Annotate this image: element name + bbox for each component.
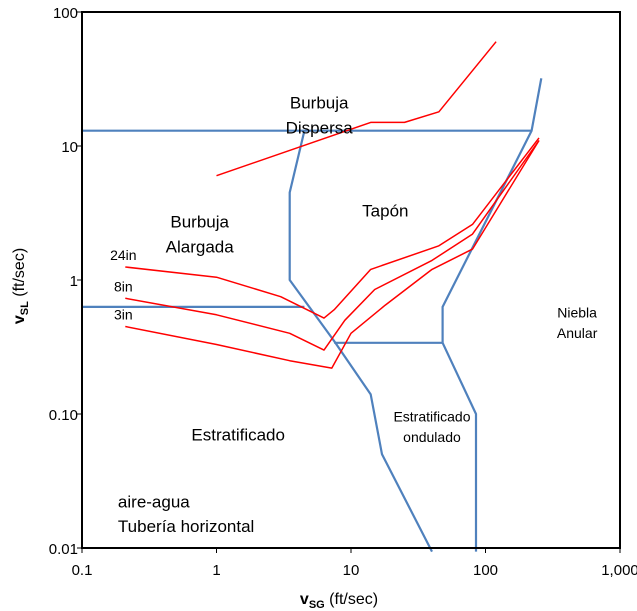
y-axis-label: vSL (ft/sec) — [11, 248, 31, 324]
transition-line — [125, 140, 540, 369]
x-tick-label: 100 — [473, 562, 498, 579]
y-axis-var: v — [11, 315, 28, 324]
region-label: Burbuja — [290, 94, 349, 113]
y-axis-subscript: SL — [19, 301, 31, 315]
region-label: Anular — [557, 325, 598, 341]
x-tick-label: 10 — [343, 562, 360, 579]
region-label: aire-agua — [118, 492, 190, 511]
x-axis-label: vSG (ft/sec) — [300, 591, 378, 611]
series-labels: 24in 8in 3in — [110, 247, 136, 322]
flow-regime-boundary — [288, 130, 433, 553]
region-label: Niebla — [557, 305, 597, 321]
pipe-size-label: 8in — [114, 278, 133, 294]
y-tick-label: 1 — [70, 273, 78, 290]
y-tick-label: 0.01 — [49, 541, 78, 558]
region-label: Alargada — [166, 237, 235, 256]
region-label: ondulado — [403, 429, 461, 445]
x-axis-unit: (ft/sec) — [325, 591, 378, 608]
pipe-size-label: 24in — [110, 247, 136, 263]
x-tick-label: 0.1 — [72, 562, 93, 579]
region-label: Burbuja — [170, 213, 229, 232]
transition-line — [125, 137, 540, 319]
x-axis-subscript: SG — [309, 599, 325, 611]
x-axis-var: v — [300, 591, 309, 608]
region-label: Dispersa — [286, 118, 354, 137]
pipe-size-label: 3in — [114, 306, 133, 322]
transition-line — [125, 140, 540, 351]
transition-line — [216, 41, 497, 177]
flow-regime-boundary — [441, 78, 543, 343]
x-tick-label: 1,000 — [601, 562, 637, 579]
plot-frame — [81, 11, 621, 549]
region-label: Estratificado — [393, 409, 470, 425]
y-tick-label: 0.10 — [49, 407, 78, 424]
axis-ticks: 0.1 1 10 100 1,000 0.01 0.10 1 10 100 — [49, 5, 637, 579]
y-tick-label: 10 — [61, 139, 78, 156]
region-label: Tubería horizontal — [118, 517, 254, 536]
y-tick-label: 100 — [53, 5, 78, 22]
y-axis-unit: (ft/sec) — [11, 248, 28, 301]
chart-series — [82, 41, 543, 553]
flow-regime-boundary — [441, 342, 478, 552]
region-label: Tapón — [362, 202, 408, 221]
region-labels: Burbuja Dispersa Tapón Burbuja Alargada Niebl… — [118, 94, 598, 536]
x-tick-label: 1 — [212, 562, 220, 579]
region-label: Estratificado — [191, 426, 285, 445]
